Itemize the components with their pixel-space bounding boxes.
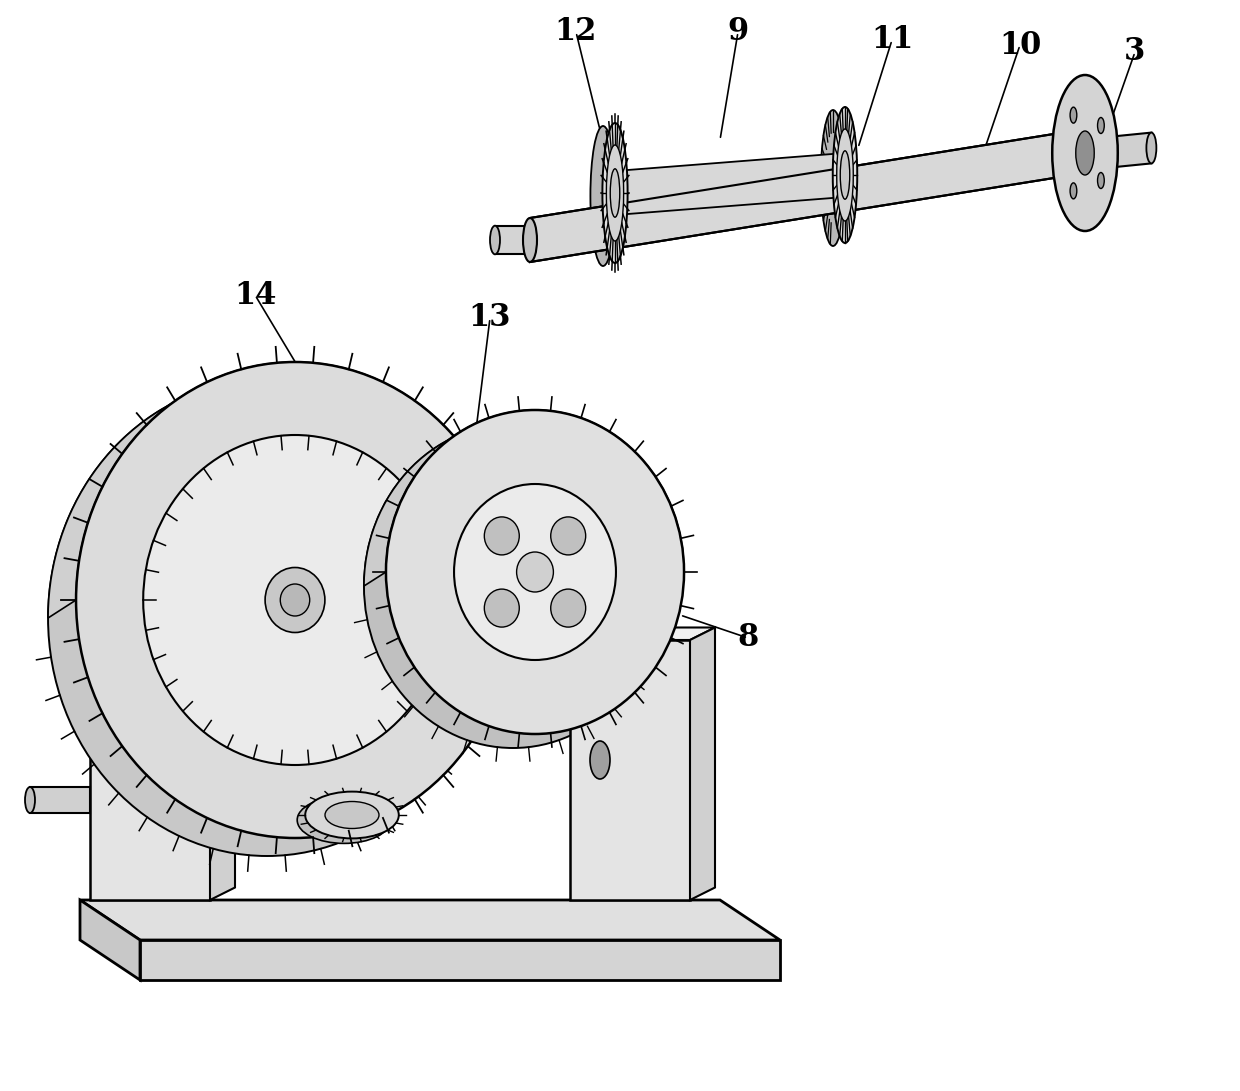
Text: 10: 10 [999, 29, 1042, 60]
Polygon shape [30, 787, 91, 813]
Polygon shape [91, 668, 236, 680]
Ellipse shape [1070, 183, 1076, 199]
Ellipse shape [201, 782, 219, 817]
Text: 14: 14 [234, 279, 277, 311]
Polygon shape [495, 226, 529, 254]
Ellipse shape [454, 484, 616, 660]
Polygon shape [529, 133, 1060, 262]
Ellipse shape [485, 589, 520, 627]
Text: 8: 8 [738, 623, 759, 654]
Ellipse shape [610, 169, 620, 217]
Polygon shape [81, 900, 140, 980]
Ellipse shape [48, 380, 486, 856]
Ellipse shape [837, 129, 853, 221]
Ellipse shape [517, 552, 553, 592]
Polygon shape [365, 410, 684, 586]
Ellipse shape [1097, 118, 1105, 133]
Polygon shape [570, 627, 715, 640]
Ellipse shape [551, 517, 585, 555]
Polygon shape [48, 362, 513, 618]
Ellipse shape [1053, 75, 1117, 231]
Text: 13: 13 [469, 302, 511, 334]
Polygon shape [140, 940, 780, 980]
Ellipse shape [305, 792, 399, 838]
Ellipse shape [490, 226, 500, 254]
Ellipse shape [365, 424, 662, 748]
Ellipse shape [833, 107, 857, 243]
Ellipse shape [606, 145, 624, 241]
Polygon shape [689, 627, 715, 900]
Polygon shape [1101, 133, 1152, 168]
Ellipse shape [590, 741, 610, 779]
Ellipse shape [25, 787, 35, 813]
Text: 12: 12 [554, 16, 598, 48]
Text: 7: 7 [608, 775, 629, 805]
Polygon shape [81, 900, 780, 940]
Polygon shape [210, 668, 236, 900]
Ellipse shape [1076, 131, 1094, 175]
Ellipse shape [1070, 107, 1076, 123]
Polygon shape [529, 133, 1060, 262]
Ellipse shape [1147, 133, 1157, 164]
Ellipse shape [485, 517, 520, 555]
Ellipse shape [76, 362, 513, 838]
Polygon shape [570, 640, 689, 900]
Ellipse shape [265, 567, 325, 633]
Ellipse shape [603, 123, 627, 263]
Ellipse shape [523, 218, 537, 262]
Ellipse shape [821, 110, 846, 245]
Polygon shape [615, 153, 844, 215]
Ellipse shape [143, 435, 446, 765]
Text: 11: 11 [870, 24, 913, 56]
Ellipse shape [590, 125, 615, 266]
Text: 3: 3 [1125, 36, 1146, 68]
Ellipse shape [280, 584, 310, 616]
Text: 9: 9 [728, 16, 749, 48]
Ellipse shape [325, 802, 379, 828]
Ellipse shape [1097, 172, 1105, 189]
Ellipse shape [298, 796, 391, 843]
Ellipse shape [386, 410, 684, 734]
Ellipse shape [841, 151, 849, 200]
Ellipse shape [551, 589, 585, 627]
Polygon shape [91, 680, 210, 900]
